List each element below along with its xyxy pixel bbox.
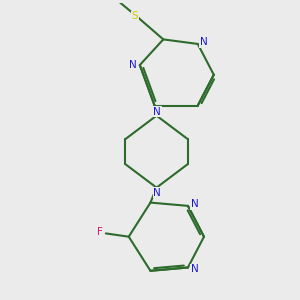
Text: N: N <box>190 264 198 274</box>
Text: N: N <box>153 107 161 117</box>
Text: N: N <box>190 199 198 209</box>
Text: N: N <box>200 37 208 47</box>
Text: F: F <box>97 227 103 237</box>
Text: S: S <box>131 11 138 22</box>
Text: N: N <box>129 60 136 70</box>
Text: N: N <box>153 188 161 197</box>
